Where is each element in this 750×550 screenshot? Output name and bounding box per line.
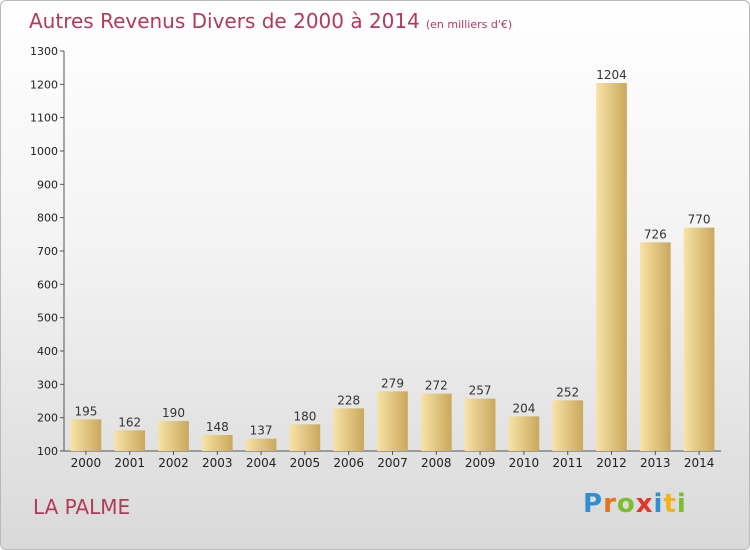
y-tick-label: 700 bbox=[37, 245, 58, 258]
x-tick-label: 2000 bbox=[71, 456, 102, 470]
bar-value-label: 257 bbox=[469, 384, 492, 398]
bar bbox=[508, 416, 540, 451]
bar-value-label: 726 bbox=[644, 227, 667, 241]
bar-value-label: 204 bbox=[512, 401, 535, 415]
bar-value-label: 180 bbox=[293, 409, 316, 423]
x-tick-label: 2013 bbox=[640, 456, 671, 470]
proxiti-logo: Proxiti bbox=[583, 489, 687, 519]
x-tick-label: 2008 bbox=[421, 456, 452, 470]
bar bbox=[245, 438, 277, 451]
y-tick-label: 1300 bbox=[30, 45, 58, 58]
logo-letter: t bbox=[663, 489, 677, 519]
x-tick-label: 2003 bbox=[202, 456, 233, 470]
bar-value-label: 252 bbox=[556, 385, 579, 399]
bar-value-label: 137 bbox=[250, 424, 273, 438]
bar bbox=[377, 391, 408, 451]
bar bbox=[114, 430, 146, 451]
bar-value-label: 228 bbox=[337, 393, 360, 407]
x-tick-label: 2012 bbox=[596, 456, 627, 470]
logo-letter: r bbox=[603, 489, 617, 519]
chart-title-text: Autres Revenus Divers de 2000 à 2014 bbox=[29, 9, 420, 33]
y-tick-label: 1000 bbox=[30, 145, 58, 158]
logo-letter: P bbox=[583, 489, 604, 519]
x-tick-label: 2011 bbox=[552, 456, 583, 470]
bar bbox=[70, 419, 102, 451]
x-tick-label: 2009 bbox=[465, 456, 496, 470]
bar-value-label: 190 bbox=[162, 406, 185, 420]
bar bbox=[552, 400, 584, 451]
y-tick-label: 300 bbox=[37, 378, 58, 391]
x-tick-label: 2004 bbox=[246, 456, 277, 470]
bar-value-label: 148 bbox=[206, 420, 229, 434]
x-tick-label: 2006 bbox=[333, 456, 364, 470]
x-tick-label: 2005 bbox=[290, 456, 321, 470]
x-tick-label: 2014 bbox=[684, 456, 715, 470]
bar bbox=[289, 424, 321, 451]
logo-letter: i bbox=[653, 489, 664, 519]
bar bbox=[201, 435, 233, 451]
bar-value-label: 1204 bbox=[596, 68, 627, 82]
bar-value-label: 162 bbox=[118, 415, 141, 429]
bar bbox=[158, 421, 189, 451]
y-tick-label: 800 bbox=[37, 212, 58, 225]
bar-value-label: 272 bbox=[425, 379, 448, 393]
x-tick-label: 2010 bbox=[509, 456, 540, 470]
y-tick-label: 600 bbox=[37, 278, 58, 291]
y-tick-label: 1200 bbox=[30, 78, 58, 91]
logo-letter: o bbox=[616, 489, 636, 519]
x-tick-label: 2002 bbox=[158, 456, 189, 470]
y-tick-label: 900 bbox=[37, 178, 58, 191]
bar-value-label: 279 bbox=[381, 376, 404, 390]
bar bbox=[683, 227, 715, 451]
y-tick-label: 1100 bbox=[30, 112, 58, 125]
bar-value-label: 770 bbox=[688, 213, 711, 227]
bar bbox=[596, 83, 627, 451]
bar bbox=[639, 242, 671, 451]
logo-letter: x bbox=[635, 489, 654, 519]
chart-unit-label: (en milliers d'€) bbox=[425, 18, 513, 31]
x-tick-label: 2001 bbox=[114, 456, 145, 470]
location-name: LA PALME bbox=[33, 495, 131, 519]
logo-letter: i bbox=[676, 489, 687, 519]
y-tick-label: 200 bbox=[37, 412, 58, 425]
bar-value-label: 195 bbox=[74, 404, 97, 418]
x-tick-label: 2007 bbox=[377, 456, 408, 470]
y-tick-label: 400 bbox=[37, 345, 58, 358]
chart-title: Autres Revenus Divers de 2000 à 2014 (en … bbox=[29, 9, 512, 33]
bar bbox=[333, 408, 365, 451]
y-tick-label: 100 bbox=[37, 445, 58, 458]
bar bbox=[464, 398, 496, 451]
y-tick-label: 500 bbox=[37, 312, 58, 325]
bar bbox=[420, 393, 452, 451]
